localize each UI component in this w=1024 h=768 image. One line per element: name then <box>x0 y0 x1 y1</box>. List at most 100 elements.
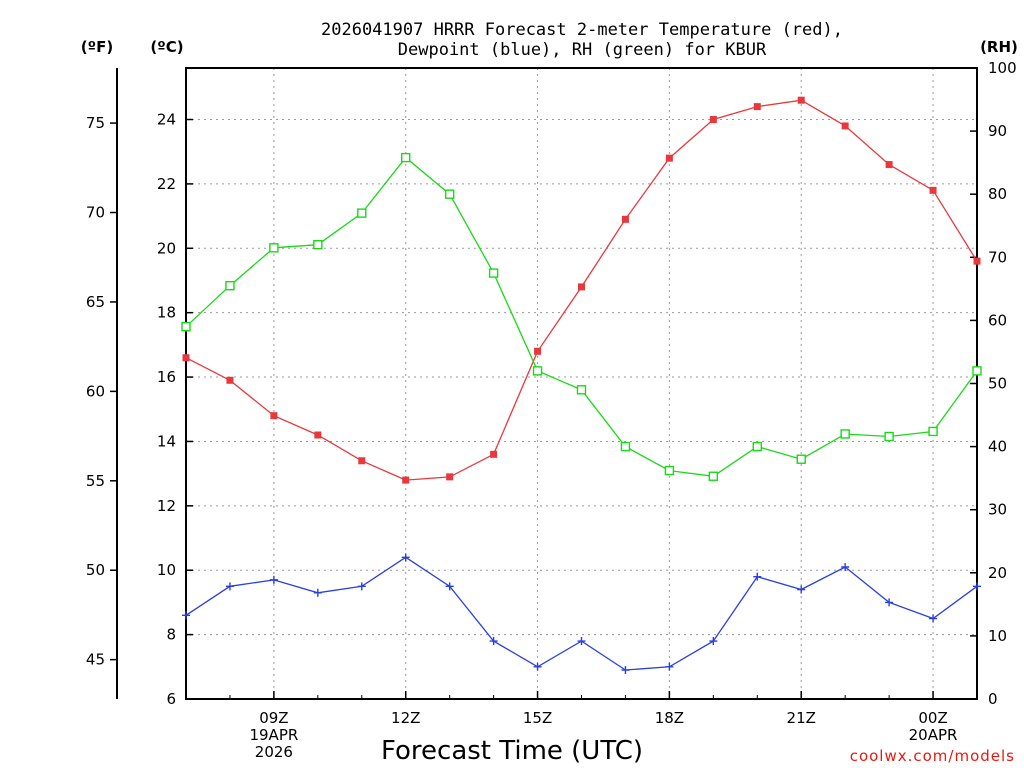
point-rh <box>796 454 806 464</box>
rh-unit-label: (RH) <box>980 38 1018 56</box>
rh-tick-label: 90 <box>988 122 1007 140</box>
plot-frame <box>185 67 978 700</box>
series-rh <box>181 152 982 481</box>
point-dewpoint <box>709 637 718 646</box>
point-dewpoint <box>182 611 190 620</box>
fahrenheit-tick-label: 55 <box>86 472 105 490</box>
fahrenheit-tick-label: 70 <box>86 204 105 222</box>
point-rh <box>313 239 323 250</box>
celsius-tick-label: 10 <box>157 561 176 579</box>
point-rh <box>181 322 191 332</box>
point-dewpoint <box>841 563 850 572</box>
x-tick-label: 18Z <box>655 709 684 727</box>
celsius-tick-label: 20 <box>157 239 176 257</box>
fahrenheit-tick-label: 60 <box>86 382 105 400</box>
x-tick-label: 09Z <box>259 709 288 727</box>
point-dewpoint <box>313 588 322 597</box>
point-temperature <box>358 457 366 465</box>
x-tick-label: 20APR <box>909 726 958 744</box>
point-dewpoint <box>621 666 630 675</box>
rh-tick-label: 10 <box>988 627 1007 645</box>
point-dewpoint <box>577 637 586 646</box>
point-temperature <box>885 161 893 169</box>
celsius-tick-label: 6 <box>166 690 176 708</box>
point-temperature <box>446 473 454 481</box>
grid-lines <box>186 68 977 699</box>
series-dewpoint <box>182 553 981 675</box>
point-temperature <box>402 476 410 484</box>
point-temperature <box>709 116 717 124</box>
x-axis-label: Forecast Time (UTC) <box>381 736 643 766</box>
x-tick-label: 2026 <box>255 743 293 761</box>
rh-tick-label: 0 <box>988 690 998 708</box>
celsius-tick-label: 22 <box>157 175 176 193</box>
point-rh <box>928 426 938 437</box>
point-rh <box>225 280 235 291</box>
celsius-tick-label: 14 <box>157 432 176 450</box>
point-temperature <box>841 122 849 130</box>
point-rh <box>401 152 411 163</box>
point-rh <box>752 441 762 452</box>
point-dewpoint <box>225 582 234 591</box>
point-temperature <box>973 257 981 265</box>
point-rh <box>884 431 894 442</box>
point-dewpoint <box>885 598 894 607</box>
point-temperature <box>753 103 761 111</box>
tick-labels: 6 8 10 12 14 16 18 20 22 24 45 50 55 60 65 70 75 0 10 20 30 4… <box>86 59 1017 761</box>
point-rh <box>532 366 543 376</box>
point-temperature <box>665 154 673 162</box>
x-tick-label: 19APR <box>249 726 298 744</box>
point-dewpoint <box>973 582 981 591</box>
point-temperature <box>534 347 542 355</box>
point-rh <box>576 385 587 395</box>
series-temperature <box>182 96 981 484</box>
point-temperature <box>182 354 190 362</box>
rh-tick-label: 20 <box>988 564 1007 582</box>
rh-tick-label: 40 <box>988 438 1007 456</box>
point-dewpoint <box>929 614 938 623</box>
fahrenheit-tick-label: 50 <box>86 561 105 579</box>
point-rh <box>269 243 279 253</box>
series-line-dewpoint <box>185 556 978 671</box>
point-temperature <box>490 450 498 458</box>
x-tick-label: 15Z <box>523 709 552 727</box>
rh-tick-label: 70 <box>988 248 1007 266</box>
point-dewpoint <box>357 582 366 591</box>
celsius-unit-label: (ºC) <box>150 38 183 56</box>
point-temperature <box>226 376 234 384</box>
point-rh <box>664 465 675 476</box>
point-temperature <box>578 283 585 291</box>
point-rh <box>972 366 982 376</box>
point-dewpoint <box>401 553 410 562</box>
point-rh <box>488 268 499 278</box>
credit-text: coolwx.com/models <box>850 747 1015 765</box>
x-tick-label: 12Z <box>391 709 420 727</box>
point-rh <box>444 189 455 199</box>
celsius-tick-label: 8 <box>166 626 176 644</box>
rh-tick-label: 50 <box>988 375 1007 393</box>
rh-tick-label: 60 <box>988 311 1007 329</box>
celsius-tick-label: 16 <box>157 368 176 386</box>
point-temperature <box>797 96 805 104</box>
rh-tick-label: 30 <box>988 501 1007 519</box>
point-temperature <box>621 215 629 223</box>
point-rh <box>708 471 719 481</box>
point-temperature <box>270 412 278 420</box>
x-tick-label: 21Z <box>787 709 816 727</box>
point-rh <box>620 441 631 452</box>
data-series <box>181 96 982 675</box>
point-dewpoint <box>665 662 674 671</box>
chart-title-line-1: 2026041907 HRRR Forecast 2-meter Tempera… <box>321 20 843 40</box>
celsius-tick-label: 24 <box>157 111 176 129</box>
chart-title-line-2: Dewpoint (blue), RH (green) for KBUR <box>398 40 767 60</box>
point-rh <box>357 208 367 218</box>
point-dewpoint <box>269 575 278 584</box>
celsius-tick-label: 18 <box>157 304 176 322</box>
point-temperature <box>929 186 937 194</box>
point-dewpoint <box>797 585 806 594</box>
point-temperature <box>314 431 322 439</box>
rh-tick-label: 100 <box>988 59 1017 77</box>
fahrenheit-tick-label: 65 <box>86 293 105 311</box>
point-rh <box>840 429 850 439</box>
